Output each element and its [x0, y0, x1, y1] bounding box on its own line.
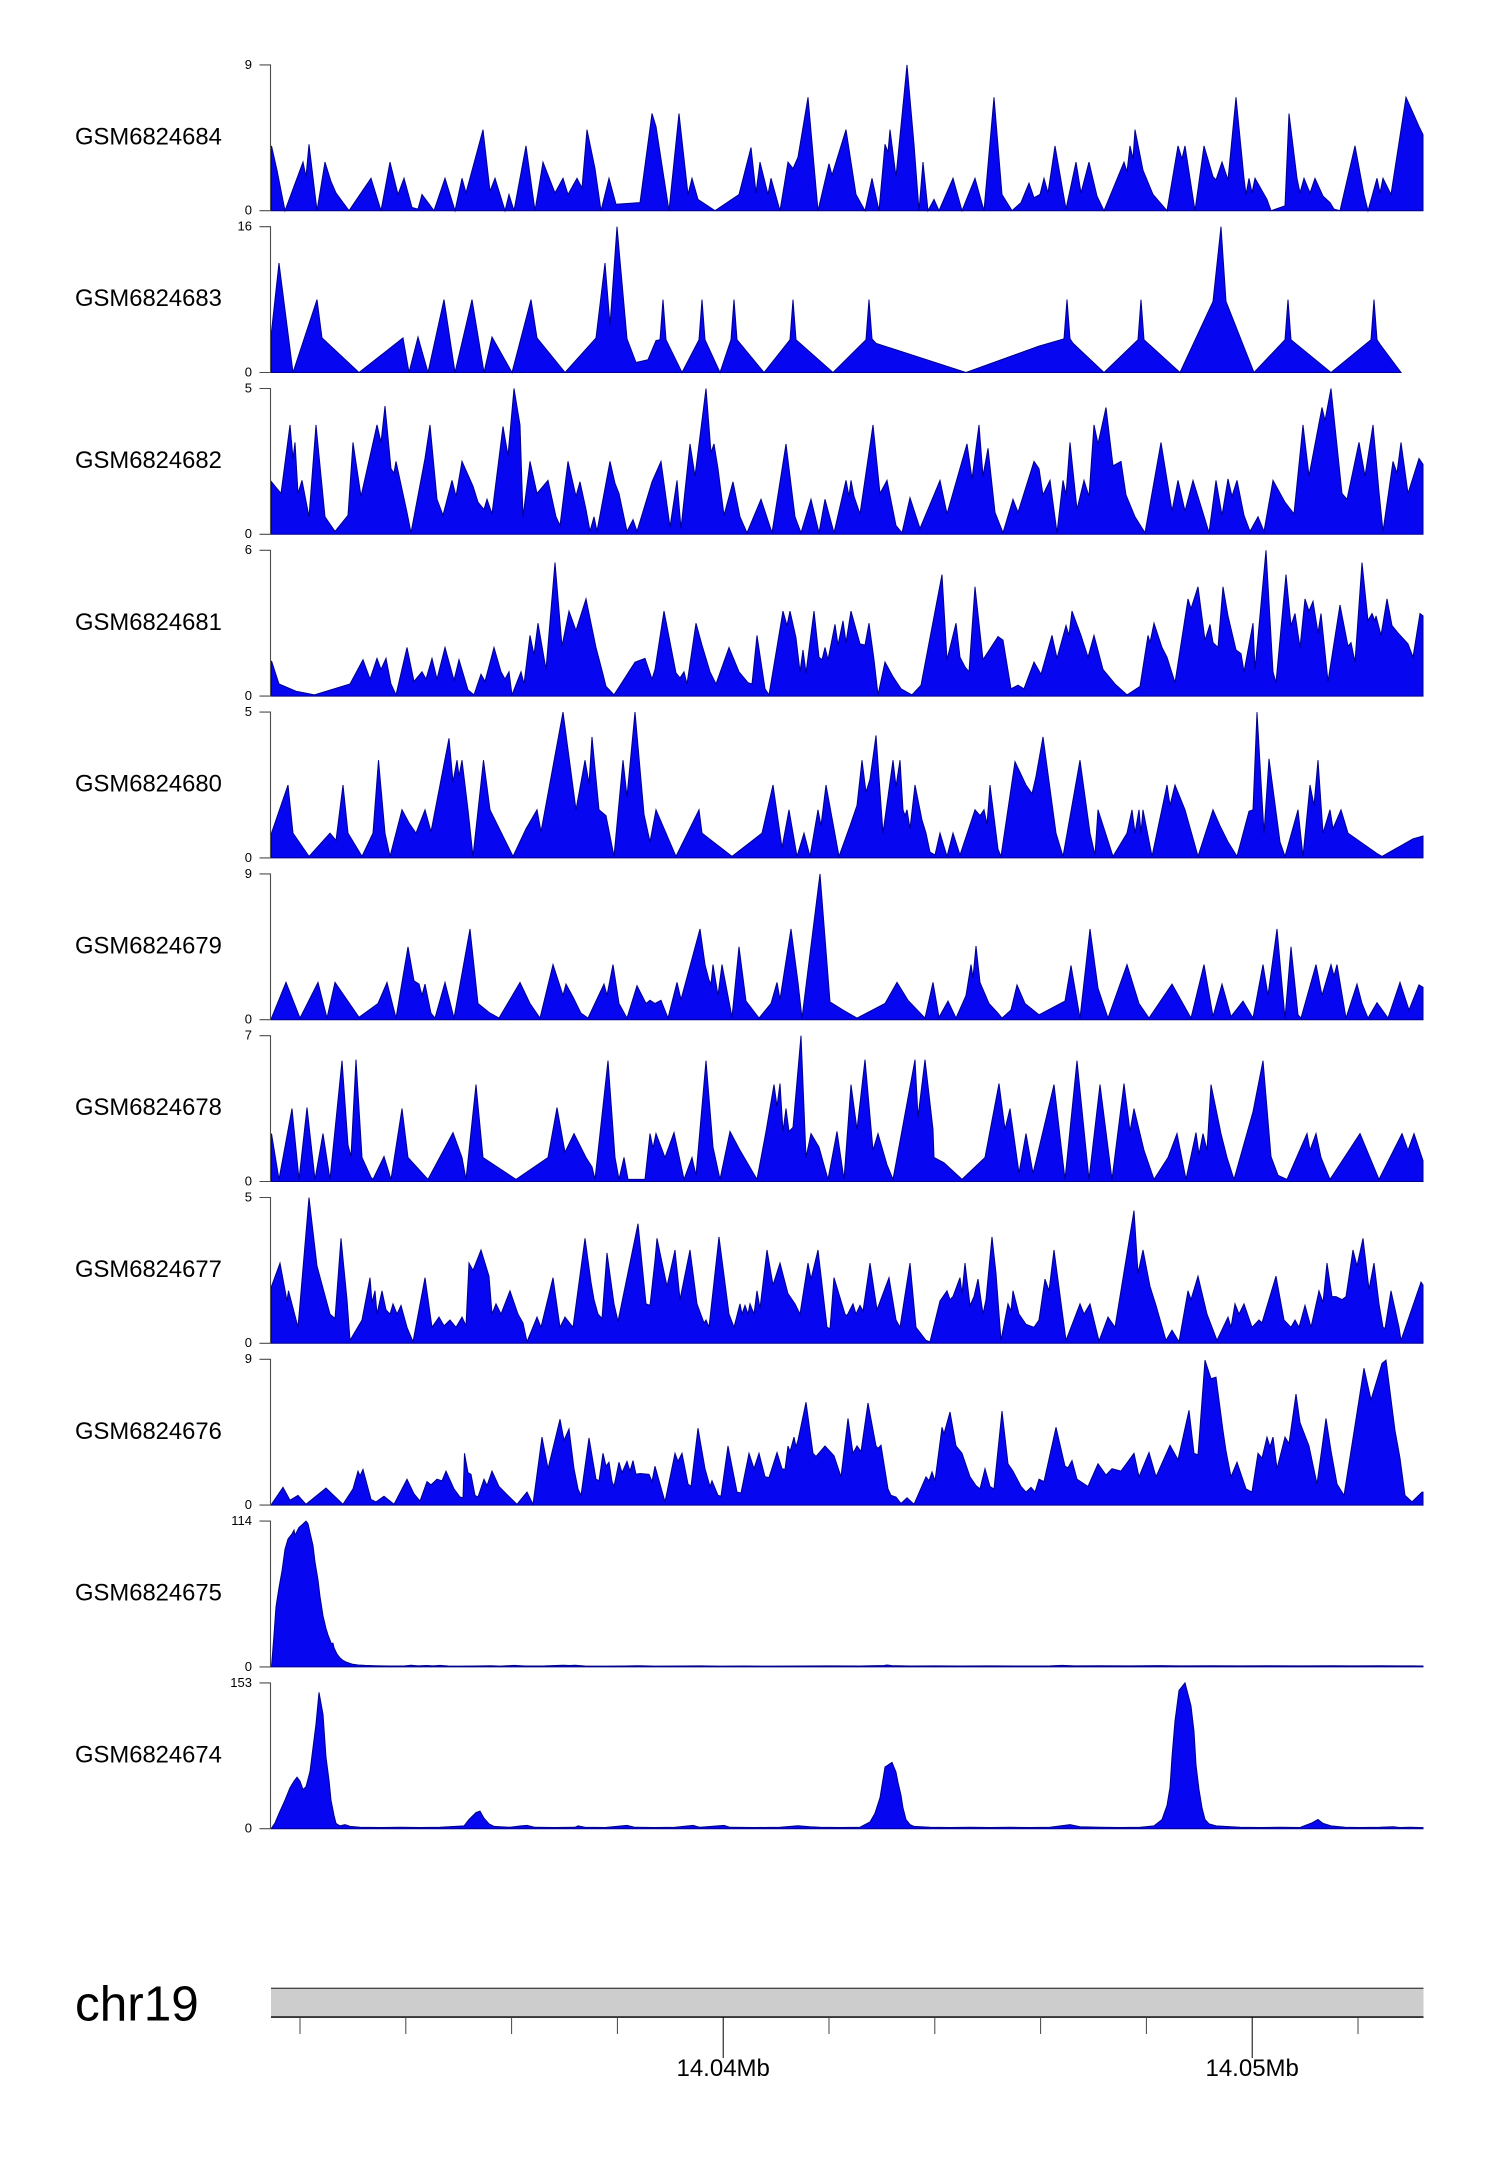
- svg-text:5: 5: [245, 380, 252, 395]
- svg-text:6: 6: [245, 542, 252, 557]
- svg-text:GSM6824676: GSM6824676: [75, 1418, 222, 1445]
- svg-text:GSM6824675: GSM6824675: [75, 1580, 222, 1607]
- svg-text:16: 16: [238, 219, 252, 234]
- svg-text:5: 5: [245, 1189, 252, 1204]
- svg-text:0: 0: [245, 1821, 252, 1836]
- svg-text:GSM6824674: GSM6824674: [75, 1741, 222, 1768]
- svg-text:GSM6824683: GSM6824683: [75, 285, 222, 312]
- svg-text:114: 114: [231, 1513, 252, 1528]
- svg-text:153: 153: [230, 1675, 252, 1690]
- svg-text:GSM6824681: GSM6824681: [75, 609, 222, 636]
- svg-text:GSM6824682: GSM6824682: [75, 447, 222, 474]
- svg-text:0: 0: [245, 1173, 252, 1188]
- svg-text:0: 0: [245, 203, 252, 218]
- svg-text:7: 7: [245, 1028, 252, 1043]
- svg-text:0: 0: [245, 1335, 252, 1350]
- svg-text:GSM6824678: GSM6824678: [75, 1094, 222, 1121]
- svg-text:chr19: chr19: [75, 1977, 199, 2032]
- svg-text:14.05Mb: 14.05Mb: [1205, 2055, 1298, 2082]
- svg-text:GSM6824679: GSM6824679: [75, 932, 222, 959]
- svg-text:9: 9: [245, 57, 252, 72]
- svg-text:0: 0: [245, 688, 252, 703]
- svg-text:0: 0: [245, 850, 252, 865]
- svg-text:9: 9: [245, 866, 252, 881]
- svg-text:0: 0: [245, 1497, 252, 1512]
- svg-text:9: 9: [245, 1351, 252, 1366]
- svg-text:GSM6824684: GSM6824684: [75, 123, 222, 150]
- svg-text:5: 5: [245, 704, 252, 719]
- svg-text:0: 0: [245, 526, 252, 541]
- svg-text:0: 0: [245, 1012, 252, 1027]
- svg-text:0: 0: [245, 1659, 252, 1674]
- svg-text:14.04Mb: 14.04Mb: [676, 2055, 769, 2082]
- svg-text:GSM6824680: GSM6824680: [75, 771, 222, 798]
- svg-text:0: 0: [245, 364, 252, 379]
- svg-text:GSM6824677: GSM6824677: [75, 1256, 222, 1283]
